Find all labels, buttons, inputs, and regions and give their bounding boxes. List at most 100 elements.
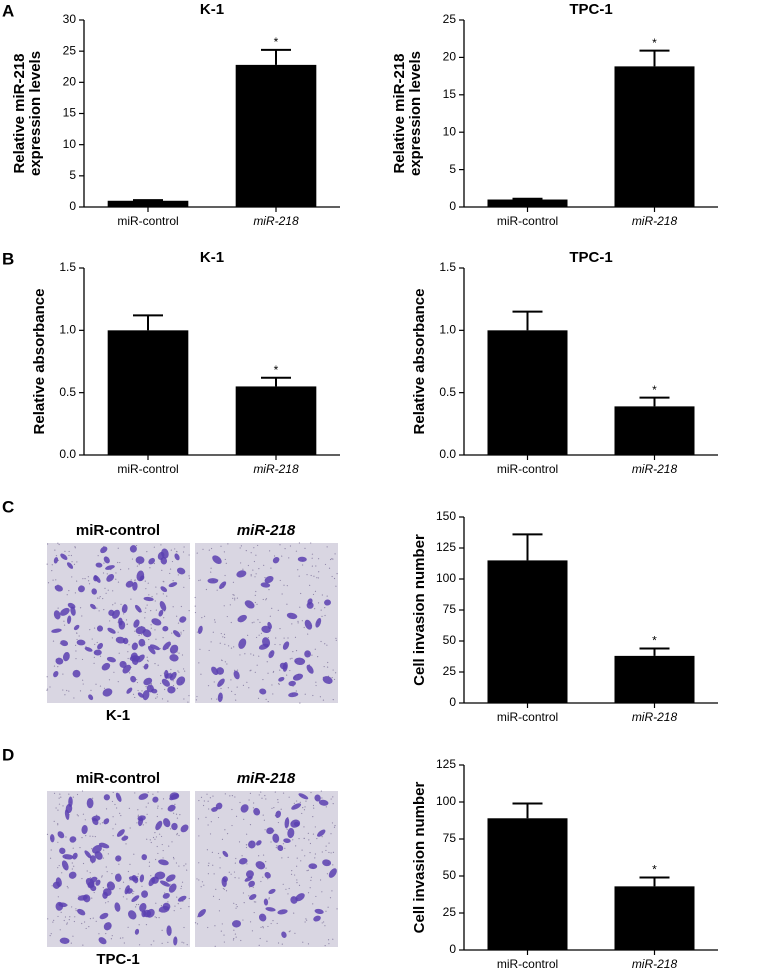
cell — [306, 664, 314, 674]
speck — [327, 939, 330, 941]
y-axis-label: expression levels — [407, 51, 424, 176]
speck — [91, 897, 93, 899]
speck — [89, 872, 91, 874]
speck — [233, 669, 236, 671]
cell — [287, 827, 295, 839]
speck — [89, 918, 92, 920]
cell — [306, 601, 314, 609]
speck — [135, 904, 138, 906]
micrograph — [195, 543, 338, 703]
speck — [161, 843, 163, 846]
cell — [99, 912, 109, 920]
speck — [316, 837, 318, 840]
cell — [72, 669, 81, 678]
cell — [322, 859, 332, 867]
cell — [160, 586, 168, 592]
speck — [335, 637, 337, 639]
speck — [184, 670, 186, 672]
speck — [223, 551, 225, 553]
speck — [238, 841, 241, 843]
cell — [143, 596, 154, 602]
speck — [52, 579, 54, 581]
speck — [76, 580, 78, 582]
speck — [207, 864, 210, 867]
cell — [115, 855, 122, 862]
speck — [136, 822, 138, 824]
speck — [99, 823, 101, 825]
speck — [229, 795, 231, 797]
speck — [177, 903, 179, 905]
speck — [253, 547, 255, 549]
speck — [250, 552, 252, 554]
speck — [201, 881, 204, 883]
cell — [317, 829, 326, 837]
speck — [282, 792, 285, 794]
cell — [115, 792, 122, 802]
speck — [125, 843, 127, 845]
speck — [316, 577, 318, 579]
speck — [252, 569, 254, 571]
cell — [152, 796, 159, 803]
speck — [161, 808, 163, 810]
speck — [332, 669, 334, 671]
speck — [298, 542, 300, 544]
speck — [68, 590, 70, 592]
cell — [308, 863, 318, 870]
bar — [107, 200, 189, 207]
speck — [250, 575, 252, 577]
speck — [302, 807, 304, 809]
speck — [84, 578, 86, 580]
speck — [46, 676, 48, 678]
speck — [296, 879, 298, 881]
speck — [249, 792, 252, 794]
speck — [315, 565, 317, 567]
speck — [243, 902, 245, 904]
speck — [223, 605, 225, 607]
cell — [253, 807, 261, 816]
speck — [288, 887, 290, 890]
error-bar — [512, 802, 543, 819]
cell — [282, 641, 290, 650]
speck — [240, 545, 243, 547]
speck — [250, 669, 252, 671]
speck — [297, 569, 299, 571]
cell — [259, 688, 267, 695]
speck — [91, 638, 93, 640]
speck — [182, 668, 185, 670]
speck — [289, 669, 291, 672]
speck — [270, 922, 272, 925]
y-tick-label: 20 — [443, 50, 457, 64]
cell — [167, 804, 176, 812]
speck — [170, 549, 172, 551]
speck — [171, 560, 174, 563]
cell — [131, 895, 140, 902]
speck — [317, 656, 319, 658]
image-label: miR-218 — [237, 522, 296, 539]
speck — [59, 929, 61, 931]
cell — [162, 625, 169, 632]
speck — [315, 684, 317, 687]
speck — [134, 792, 136, 794]
speck — [172, 856, 175, 859]
speck — [161, 569, 163, 571]
speck — [136, 565, 139, 567]
cell — [221, 877, 227, 888]
speck — [142, 666, 144, 668]
speck — [127, 657, 129, 660]
speck — [105, 902, 107, 904]
speck — [242, 684, 245, 686]
speck — [321, 836, 323, 838]
speck — [160, 544, 162, 546]
speck — [157, 791, 159, 793]
speck — [128, 807, 130, 809]
cell — [106, 574, 115, 582]
speck — [198, 835, 200, 837]
speck — [72, 796, 74, 798]
cell — [282, 661, 288, 672]
y-tick-label: 0 — [449, 695, 456, 709]
speck — [246, 863, 248, 865]
speck — [298, 884, 301, 886]
speck — [156, 815, 158, 818]
cell — [249, 894, 257, 900]
speck — [133, 853, 135, 855]
